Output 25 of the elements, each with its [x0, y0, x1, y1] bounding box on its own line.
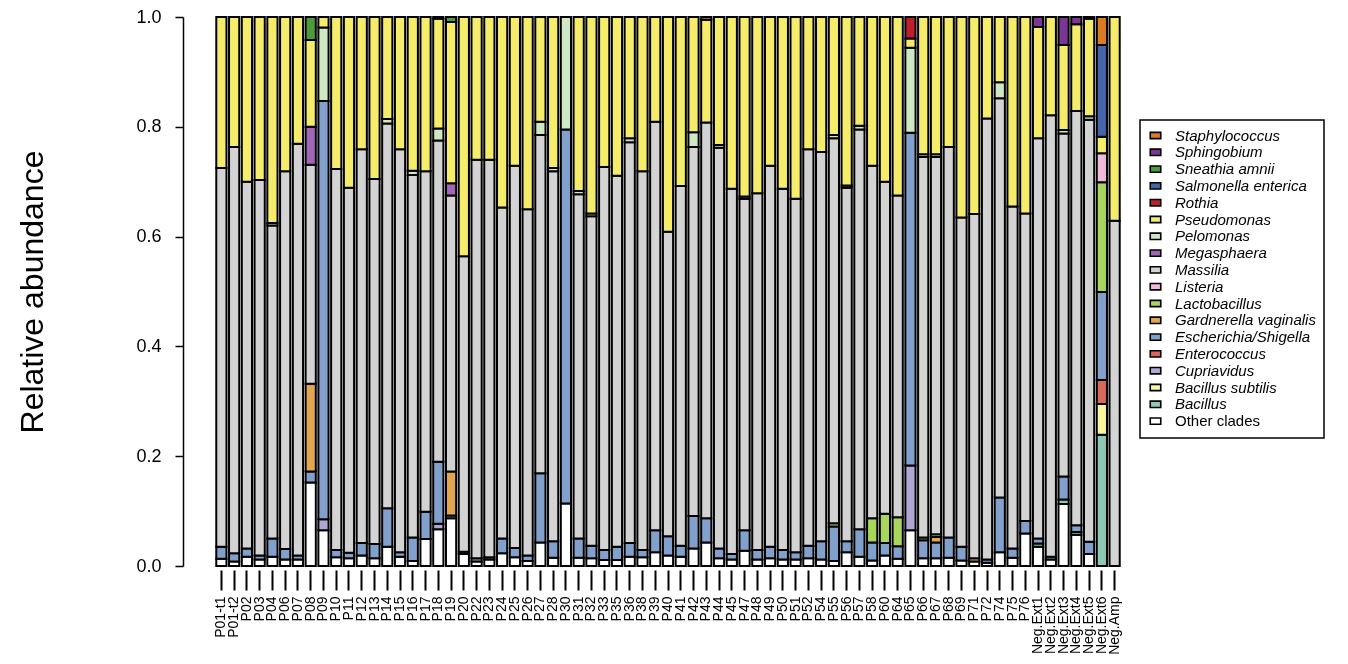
- legend-label: Other clades: [1175, 412, 1261, 430]
- legend-label: Pseudomonas: [1175, 210, 1272, 228]
- legend-label: Megasphaera: [1175, 244, 1267, 262]
- legend-label: Salmonella enterica: [1175, 176, 1307, 194]
- y-tick-label: 0.4: [136, 335, 162, 356]
- legend-label: Lactobacillus: [1175, 294, 1263, 312]
- legend-label: Sneathia amnii: [1175, 160, 1275, 178]
- legend-label: Bacillus subtilis: [1175, 378, 1278, 396]
- legend-label: Gardnerella vaginalis: [1175, 311, 1317, 329]
- legend-label: Massilia: [1175, 260, 1230, 278]
- legend-label: Bacillus: [1175, 395, 1228, 413]
- legend-label: Pelomonas: [1175, 227, 1251, 245]
- y-tick-label: 0.8: [136, 116, 162, 137]
- legend-label: Listeria: [1175, 277, 1224, 295]
- y-tick-label: 0.6: [136, 226, 162, 247]
- legend-label: Cupriavidus: [1175, 361, 1255, 379]
- y-tick-label: 0.2: [136, 445, 162, 466]
- legend-label: Rothia: [1175, 193, 1219, 211]
- legend-label: Sphingobium: [1175, 143, 1263, 161]
- y-axis-title: Relative abundance: [14, 150, 51, 434]
- legend-label: Enterococcus: [1175, 344, 1267, 362]
- y-tick-label: 1.0: [136, 6, 162, 27]
- legend-label: Escherichia/Shigella: [1175, 328, 1311, 346]
- legend-label: Staphylococcus: [1175, 126, 1281, 144]
- y-tick-label: 0.0: [136, 555, 162, 576]
